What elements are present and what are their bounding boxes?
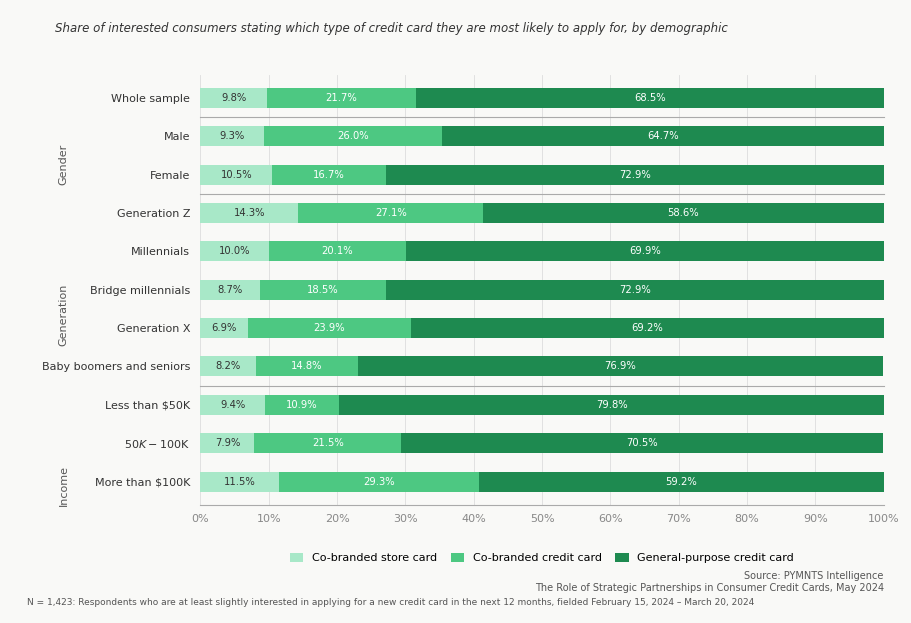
Bar	[442, 126, 884, 146]
Bar	[200, 318, 248, 338]
Text: 8.7%: 8.7%	[218, 285, 242, 295]
Text: 14.3%: 14.3%	[233, 208, 265, 218]
Text: 7.9%: 7.9%	[215, 438, 241, 448]
Text: 21.5%: 21.5%	[312, 438, 343, 448]
Text: Generation: Generation	[59, 283, 68, 346]
Bar	[200, 88, 268, 108]
Bar	[200, 395, 264, 415]
Text: 10.5%: 10.5%	[220, 169, 252, 179]
Legend: Co-branded store card, Co-branded credit card, General-purpose credit card: Co-branded store card, Co-branded credit…	[285, 548, 799, 568]
Bar	[257, 356, 357, 376]
Bar	[272, 164, 386, 184]
Bar	[386, 280, 885, 300]
Text: 14.8%: 14.8%	[292, 361, 322, 371]
Text: 79.8%: 79.8%	[596, 400, 628, 410]
Text: 70.5%: 70.5%	[627, 438, 658, 448]
Text: 72.9%: 72.9%	[619, 285, 651, 295]
Text: 11.5%: 11.5%	[224, 477, 256, 487]
Text: 27.1%: 27.1%	[374, 208, 406, 218]
Bar	[254, 433, 401, 453]
Text: 58.6%: 58.6%	[668, 208, 700, 218]
Text: Income: Income	[59, 465, 68, 506]
Text: 8.2%: 8.2%	[216, 361, 241, 371]
Text: 18.5%: 18.5%	[307, 285, 339, 295]
Text: 59.2%: 59.2%	[666, 477, 697, 487]
Text: 69.9%: 69.9%	[629, 246, 660, 256]
Bar	[401, 433, 883, 453]
Bar	[200, 356, 257, 376]
Text: 10.0%: 10.0%	[219, 246, 251, 256]
Bar	[479, 472, 884, 492]
Text: 69.2%: 69.2%	[631, 323, 663, 333]
Bar	[298, 203, 484, 223]
Bar	[411, 318, 884, 338]
Bar	[386, 164, 885, 184]
Text: 6.9%: 6.9%	[211, 323, 237, 333]
Bar	[415, 88, 884, 108]
Text: Share of interested consumers stating which type of credit card they are most li: Share of interested consumers stating wh…	[55, 22, 728, 35]
Text: 68.5%: 68.5%	[634, 93, 665, 103]
Text: 9.4%: 9.4%	[220, 400, 245, 410]
Bar	[200, 433, 254, 453]
Text: 16.7%: 16.7%	[313, 169, 345, 179]
Bar	[268, 88, 415, 108]
Text: 21.7%: 21.7%	[325, 93, 357, 103]
Bar	[269, 241, 406, 261]
Text: 29.3%: 29.3%	[363, 477, 394, 487]
Text: 23.9%: 23.9%	[313, 323, 345, 333]
Bar	[264, 395, 339, 415]
Text: 72.9%: 72.9%	[619, 169, 651, 179]
Text: Gender: Gender	[59, 144, 68, 185]
Bar	[200, 241, 269, 261]
Bar	[264, 126, 442, 146]
Text: Source: PYMNTS Intelligence: Source: PYMNTS Intelligence	[744, 571, 884, 581]
Bar	[406, 241, 884, 261]
Text: 9.3%: 9.3%	[220, 131, 245, 141]
Text: The Role of Strategic Partnerships in Consumer Credit Cards, May 2024: The Role of Strategic Partnerships in Co…	[535, 583, 884, 593]
Bar	[339, 395, 885, 415]
Bar	[200, 472, 279, 492]
Bar	[248, 318, 411, 338]
Text: 20.1%: 20.1%	[322, 246, 353, 256]
Bar	[200, 203, 298, 223]
Bar	[260, 280, 386, 300]
Bar	[200, 164, 272, 184]
Text: 76.9%: 76.9%	[604, 361, 636, 371]
Text: 26.0%: 26.0%	[337, 131, 369, 141]
Bar	[484, 203, 884, 223]
Text: N = 1,423: Respondents who are at least slightly interested in applying for a ne: N = 1,423: Respondents who are at least …	[27, 599, 754, 607]
Bar	[200, 126, 264, 146]
Bar	[200, 280, 260, 300]
Bar	[279, 472, 479, 492]
Bar	[357, 356, 883, 376]
Text: 64.7%: 64.7%	[647, 131, 679, 141]
Text: 10.9%: 10.9%	[286, 400, 318, 410]
Text: 9.8%: 9.8%	[221, 93, 247, 103]
